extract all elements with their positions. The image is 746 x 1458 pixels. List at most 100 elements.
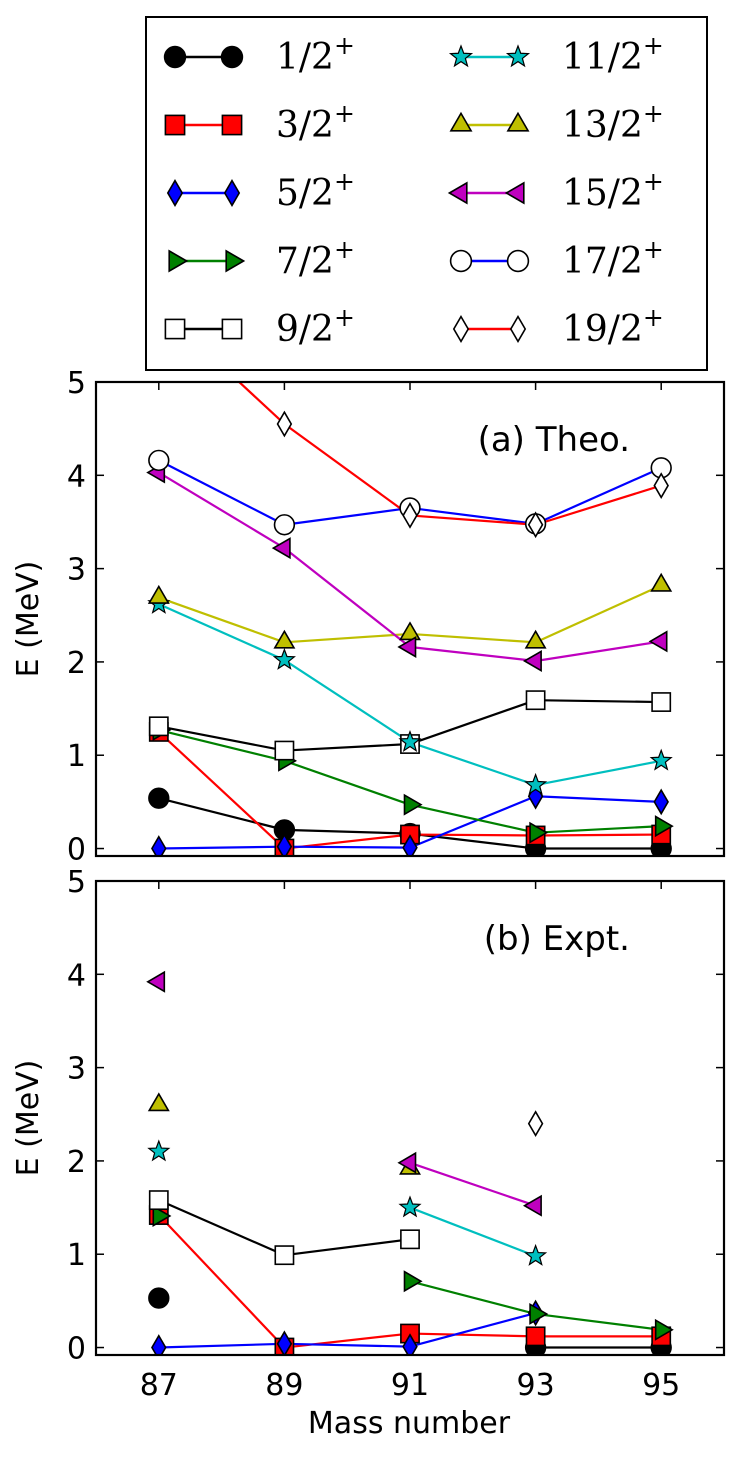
y-tick-label: 2 (67, 646, 86, 681)
legend-marker (163, 45, 187, 69)
legend-label-parity: + (334, 235, 355, 264)
legend-label: 7/2+ (276, 235, 355, 282)
x-tick-label: 93 (517, 1368, 555, 1403)
legend-label-parity: + (643, 31, 664, 60)
series-line (284, 845, 411, 849)
data-point (524, 629, 547, 649)
legend-label: 13/2+ (562, 99, 664, 146)
legend-label: 5/2+ (276, 167, 355, 214)
data-point (148, 787, 170, 809)
series-line (409, 832, 536, 850)
legend-label-spin: 9/2 (276, 309, 334, 350)
legend-entry: 11/2+ (448, 31, 664, 78)
legend-marker (506, 249, 530, 273)
series-line (409, 741, 536, 787)
data-point (273, 514, 296, 536)
data-point (146, 970, 166, 993)
y-tick-label: 4 (67, 459, 86, 494)
data-point (522, 1194, 542, 1217)
legend-marker (447, 181, 468, 205)
series-line (158, 725, 285, 752)
data-point (522, 650, 542, 672)
legend-entry: 13/2+ (449, 99, 664, 146)
data-point (148, 716, 169, 737)
legend-label-spin: 13/2 (562, 105, 643, 146)
data-point (651, 692, 672, 712)
legend-marker (509, 315, 527, 343)
data-point (148, 1190, 169, 1211)
series-line (283, 547, 411, 648)
legend-marker (223, 179, 241, 207)
data-point (653, 472, 669, 499)
data-point (397, 1151, 417, 1174)
data-point (147, 1092, 170, 1112)
series-line (158, 603, 285, 662)
legend-label-parity: + (643, 167, 664, 196)
data-point (524, 772, 548, 795)
series-line (158, 1214, 286, 1349)
y-tick-label: 1 (67, 1238, 86, 1273)
series-line (284, 1238, 411, 1257)
y-tick-label: 0 (67, 833, 86, 868)
series-line (535, 640, 662, 663)
legend-label-parity: + (643, 235, 664, 264)
series-line (284, 759, 411, 806)
data-point (403, 1270, 423, 1293)
legend-marker (505, 44, 531, 68)
series-line (409, 1311, 536, 1348)
series-line (535, 484, 662, 526)
series-line (284, 506, 411, 526)
data-point (276, 410, 293, 438)
data-point (654, 815, 674, 838)
series-line (409, 645, 536, 663)
data-point (529, 1302, 549, 1325)
plot-frame (94, 879, 726, 1357)
legend-marker (164, 318, 186, 340)
data-point (399, 621, 421, 641)
data-point (152, 1204, 172, 1227)
data-point (274, 1245, 295, 1266)
data-point (525, 1326, 546, 1347)
data-point (402, 1333, 418, 1355)
series-line (409, 514, 536, 526)
plot-frame (94, 380, 726, 858)
legend-label: 9/2+ (276, 303, 355, 350)
legend-marker (221, 114, 243, 136)
legend-label: 15/2+ (562, 167, 664, 214)
legend-label-spin: 15/2 (562, 173, 643, 214)
data-point (276, 833, 293, 856)
legend-label-spin: 17/2 (562, 241, 643, 282)
series-line (284, 632, 411, 644)
data-point (272, 647, 296, 670)
series-line (284, 742, 411, 752)
legend-entry: 7/2+ (168, 235, 355, 282)
series-line (409, 803, 536, 834)
data-point (271, 537, 291, 560)
legend-marker (449, 249, 473, 273)
y-tick-label: 4 (67, 958, 86, 993)
legend-label-spin: 7/2 (276, 241, 334, 282)
series-line (158, 1199, 285, 1257)
data-point (654, 1318, 674, 1341)
y-axis-title: E (MeV) (11, 561, 46, 678)
series-line (535, 1312, 662, 1331)
series-line (283, 423, 411, 517)
data-point (524, 1243, 548, 1266)
series-line (409, 699, 536, 746)
legend-label: 3/2+ (276, 99, 355, 146)
data-point (274, 740, 295, 761)
legend-entry: 19/2+ (452, 303, 664, 350)
series-line (158, 471, 285, 550)
series-line (158, 1342, 285, 1349)
series-line (535, 825, 662, 834)
legend-label-parity: + (643, 303, 664, 332)
data-point (273, 629, 296, 649)
legend-entry: 9/2+ (164, 303, 355, 350)
series-line (158, 797, 285, 831)
x-tick-label: 87 (140, 1368, 178, 1403)
panel-theoretical: 0 1 2 3 4 5 (a) Theo. E (MeV) (11, 366, 726, 868)
series-line (158, 596, 285, 644)
y-tick-label: 2 (67, 1145, 86, 1180)
legend-entry: 17/2+ (449, 235, 664, 282)
legend-label-parity: + (334, 303, 355, 332)
